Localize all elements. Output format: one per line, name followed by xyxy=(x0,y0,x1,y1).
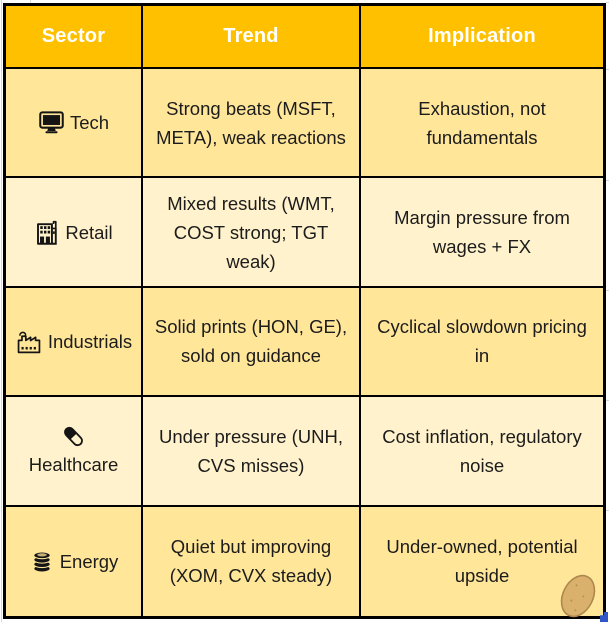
gridline xyxy=(606,180,609,181)
sector-cell: Energy xyxy=(6,506,143,616)
sector-label: Industrials xyxy=(47,330,133,352)
gridline xyxy=(606,290,609,291)
column-header-implication: Implication xyxy=(361,6,603,69)
implication-cell: Cyclical slowdown pricing in xyxy=(361,287,603,398)
sector-label: Retail xyxy=(65,221,113,243)
column-header-trend: Trend xyxy=(143,6,361,69)
gridline xyxy=(606,510,609,511)
column-header-sector: Sector xyxy=(6,6,143,69)
implication-cell: Exhaustion, not fundamentals xyxy=(361,69,603,179)
implication-cell: Margin pressure from wages + FX xyxy=(361,178,603,288)
sector-label: Tech xyxy=(69,112,110,134)
implication-cell: Cost inflation, regulatory noise xyxy=(361,397,603,507)
sector-trend-table: Sector Trend Implication Tech Strong bea… xyxy=(3,3,606,619)
implication-cell: Under-owned, potential upside xyxy=(361,506,603,616)
sector-cell: Tech xyxy=(6,69,143,179)
sector-cell: Healthcare xyxy=(6,397,143,507)
factory-icon xyxy=(15,329,43,354)
gridline xyxy=(30,0,31,3)
trend-cell: Mixed results (WMT, COST strong; TGT wea… xyxy=(143,178,361,288)
gridline xyxy=(606,400,609,401)
gridline xyxy=(1,0,2,622)
sector-label: Energy xyxy=(59,550,119,572)
sector-cell: Retail xyxy=(6,178,143,288)
monitor-icon xyxy=(38,110,65,135)
potato-image[interactable] xyxy=(548,563,609,622)
gridline xyxy=(606,69,609,70)
trend-cell: Under pressure (UNH, CVS misses) xyxy=(143,397,361,507)
store-icon xyxy=(34,219,60,246)
trend-cell: Strong beats (MSFT, META), weak reaction… xyxy=(143,69,361,179)
oil-drum-icon xyxy=(29,548,55,575)
sector-cell: Industrials xyxy=(6,287,143,398)
sector-label: Healthcare xyxy=(28,453,119,475)
pill-icon xyxy=(60,423,87,450)
selection-handle-icon[interactable] xyxy=(600,612,608,622)
gridline xyxy=(606,2,609,3)
trend-cell: Quiet but improving (XOM, CVX steady) xyxy=(143,506,361,616)
trend-cell: Solid prints (HON, GE), sold on guidance xyxy=(143,287,361,398)
